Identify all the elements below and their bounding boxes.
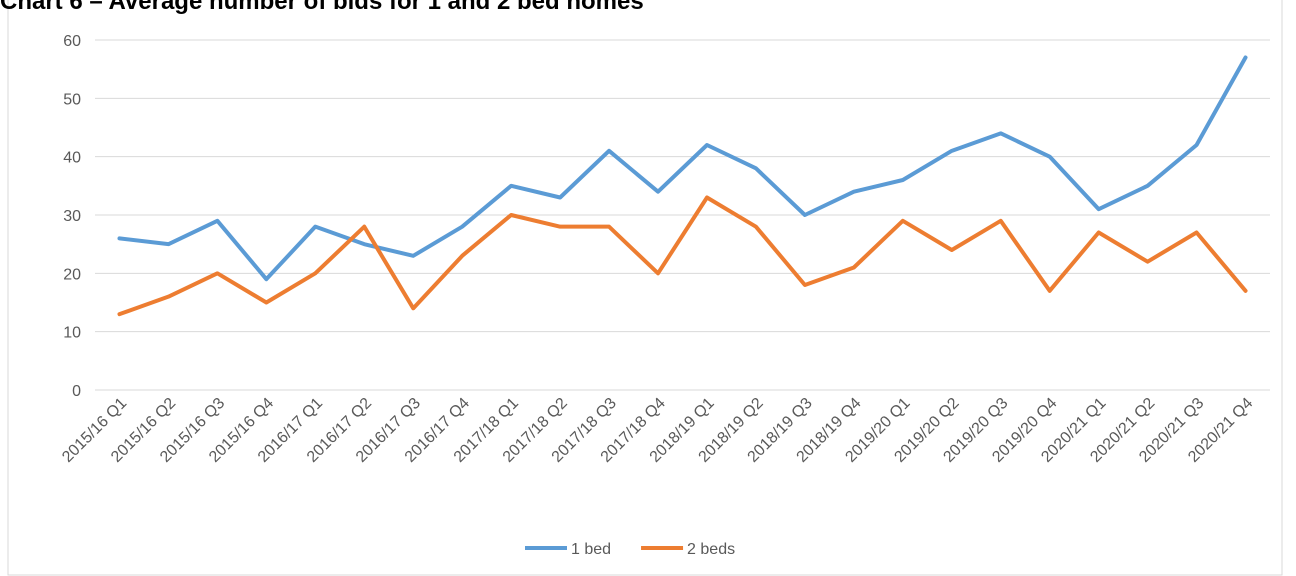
chart-title: Chart 6 – Average number of bids for 1 a… <box>0 0 644 15</box>
y-tick-label: 30 <box>63 208 81 225</box>
chart-border <box>7 0 1283 576</box>
legend-label: 2 beds <box>687 541 735 558</box>
y-tick-label: 60 <box>63 33 81 50</box>
y-tick-label: 40 <box>63 150 81 167</box>
y-tick-label: 0 <box>72 383 81 400</box>
y-tick-label: 50 <box>63 91 81 108</box>
y-tick-label: 10 <box>63 325 81 342</box>
line-series <box>117 195 1248 317</box>
y-tick-label: 20 <box>63 266 81 283</box>
line-series <box>117 55 1248 282</box>
legend-label: 1 bed <box>571 541 611 558</box>
